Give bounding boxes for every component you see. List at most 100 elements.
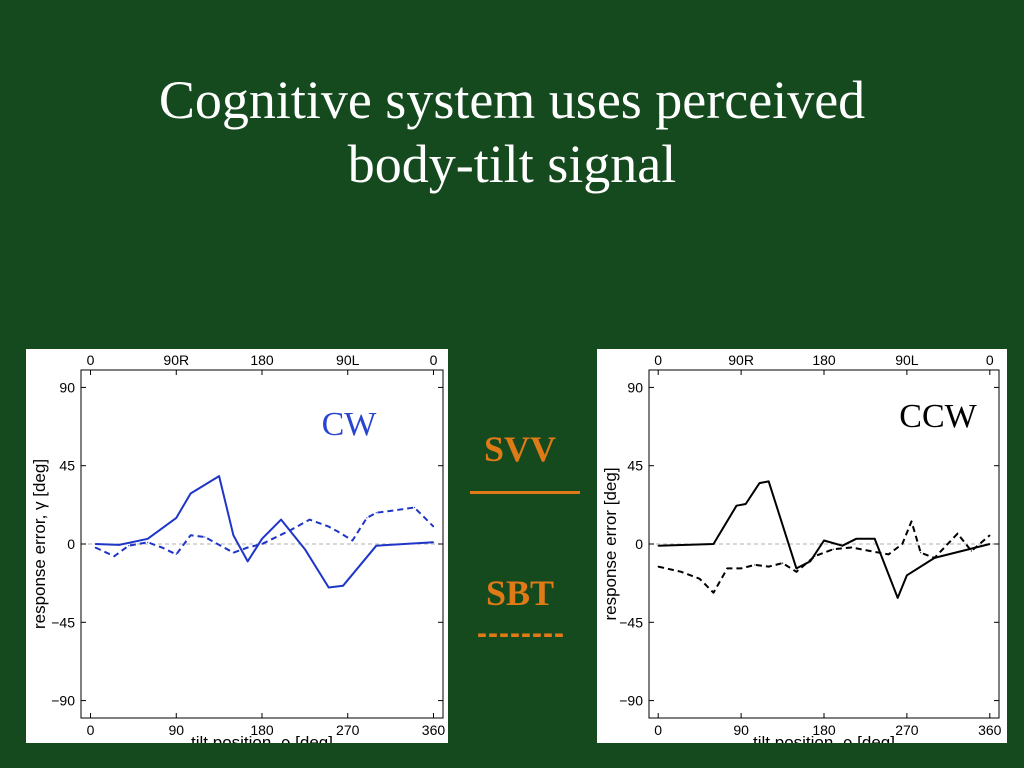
data-point (304, 548, 306, 550)
x-top-tick-label: 90R (163, 352, 189, 368)
data-point (113, 555, 115, 557)
data-point (832, 548, 834, 550)
data-point (147, 538, 149, 540)
data-point (740, 567, 742, 569)
data-point (823, 539, 825, 542)
data-point (161, 546, 163, 549)
svv-legend-label: SVV (483, 429, 557, 469)
data-point (175, 553, 177, 555)
data-point (782, 562, 784, 564)
data-point (147, 541, 149, 543)
x-top-tick-label: 0 (654, 352, 662, 368)
data-point (855, 538, 857, 540)
y-tick-label: 45 (627, 458, 643, 474)
data-point (375, 545, 377, 547)
data-point (232, 552, 234, 554)
data-point (413, 506, 415, 509)
x-tick-label: 90 (733, 722, 749, 738)
x-top-tick-label: 90L (895, 352, 919, 368)
y-tick-label: 90 (59, 379, 75, 395)
data-point (309, 519, 311, 521)
y-tick-label: −90 (619, 693, 643, 709)
data-point (94, 546, 96, 549)
data-point (175, 517, 177, 519)
x-axis-label: tilt position, ρ [deg] (191, 733, 333, 743)
data-point (657, 545, 659, 547)
slide-title-line1: Cognitive system uses perceived (158, 70, 866, 130)
data-point (735, 505, 738, 507)
data-point (218, 475, 220, 477)
svv-solid-series-line (658, 480, 991, 599)
y-tick-label: 45 (59, 458, 75, 474)
data-point (118, 544, 120, 546)
svv-solid-line-key (470, 491, 580, 494)
data-point (957, 533, 959, 535)
data-point (261, 543, 263, 545)
x-tick-label: 270 (336, 722, 360, 738)
data-point (328, 526, 330, 528)
data-point (712, 592, 715, 594)
data-point (841, 545, 843, 547)
data-point (989, 543, 991, 545)
x-top-tick-label: 0 (87, 352, 95, 368)
data-point (726, 567, 728, 569)
chart-annotation: CW (322, 406, 378, 443)
data-point (920, 552, 922, 554)
data-point (128, 545, 130, 547)
data-point (247, 560, 249, 562)
data-point (204, 536, 206, 538)
sbt-legend-label: SBT (485, 573, 555, 613)
data-point (795, 567, 797, 569)
data-point (261, 538, 263, 540)
y-tick-label: 0 (67, 536, 75, 552)
data-point (190, 492, 192, 495)
x-tick-label: 90 (168, 722, 184, 738)
data-point (897, 597, 899, 599)
data-point (814, 555, 816, 557)
sbt-dashed-series-line (94, 506, 435, 558)
data-point (351, 539, 354, 542)
cw-chart-panel: 0 0 90 90R 180 180 270 90L 360 0 90 45 0 −45 −90 tilt p… (26, 349, 448, 743)
data-point (190, 534, 192, 536)
y-tick-label: −45 (619, 614, 643, 630)
data-point (94, 543, 96, 545)
data-point (745, 503, 747, 505)
data-point (869, 550, 871, 552)
data-point (906, 574, 908, 576)
data-point (910, 520, 913, 522)
y-tick-label: −45 (51, 614, 75, 630)
data-point (375, 512, 377, 514)
data-point (754, 564, 756, 566)
sbt-dashed-series-line (657, 520, 991, 594)
sbt-dashed-line-key: -------- (477, 617, 565, 650)
cw-chart: 0 0 90 90R 180 180 270 90L 360 0 90 45 0 −45 −90 tilt p… (30, 352, 446, 743)
x-axis-label: tilt position, ρ [deg] (753, 733, 895, 743)
data-point (901, 543, 903, 545)
data-point (247, 546, 249, 549)
x-tick-label: 180 (250, 722, 274, 738)
x-tick-label: 0 (654, 722, 662, 738)
data-point (758, 482, 761, 484)
x-top-tick-label: 0 (430, 352, 438, 368)
data-point (342, 585, 344, 587)
x-top-tick-label: 90L (336, 352, 360, 368)
data-point (795, 571, 797, 573)
data-point (657, 566, 659, 568)
data-point (328, 586, 330, 589)
x-top-tick-label: 90R (728, 352, 754, 368)
ccw-chart: 0 0 90 90R 180 180 270 90L 360 0 90 45 0 −45 −90 tilt p… (601, 352, 1002, 743)
data-point (970, 550, 972, 552)
y-tick-label: 0 (635, 536, 643, 552)
chart-annotation: CCW (899, 398, 977, 435)
data-point (366, 517, 368, 519)
x-tick-label: 360 (422, 722, 446, 738)
data-point (680, 571, 682, 573)
data-point (280, 519, 282, 521)
data-point (290, 529, 292, 531)
y-tick-label: −90 (51, 693, 75, 709)
data-point (768, 566, 770, 568)
data-point (337, 531, 339, 533)
x-tick-label: 0 (87, 722, 95, 738)
ccw-chart-panel: 0 0 90 90R 180 180 270 90L 360 0 90 45 0 −45 −90 tilt p… (597, 349, 1007, 743)
data-point (989, 534, 991, 536)
